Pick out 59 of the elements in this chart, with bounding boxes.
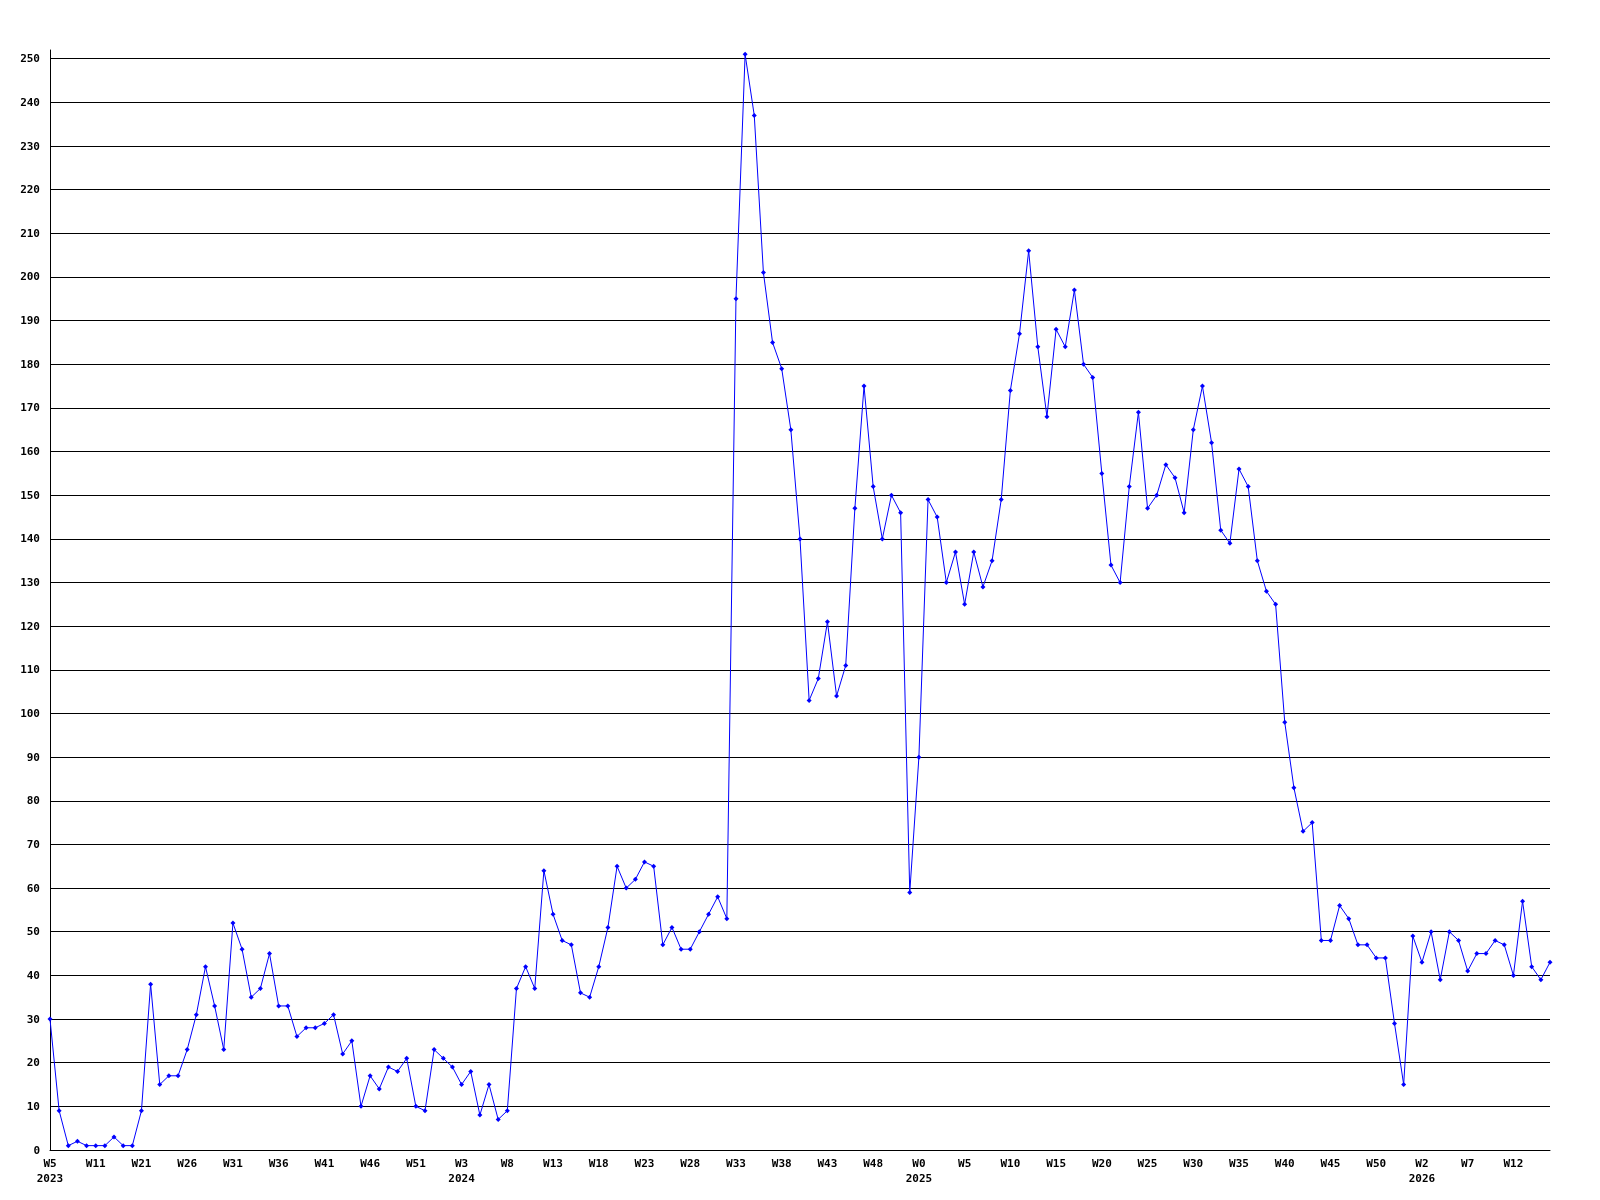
- y-tick-label: 160: [20, 445, 40, 459]
- y-tick-label: 50: [26, 925, 40, 939]
- y-tick-label: 240: [20, 95, 40, 109]
- y-tick-label: 0: [33, 1143, 40, 1157]
- x-tick-label: W21: [131, 1157, 152, 1170]
- x-tick-label: W31: [222, 1157, 244, 1170]
- y-tick-label: 150: [20, 488, 40, 502]
- y-tick-label: 180: [20, 357, 40, 371]
- x-tick-label: W46: [360, 1157, 381, 1170]
- y-tick-label: 230: [20, 139, 40, 153]
- y-tick-label: 220: [20, 183, 40, 197]
- y-tick-label: 20: [26, 1056, 40, 1070]
- y-tick-label: 200: [20, 270, 40, 284]
- x-tick-label: W41: [314, 1157, 335, 1170]
- x-tick-label: W12: [1503, 1157, 1524, 1170]
- x-tick-label: W0 2025: [905, 1157, 933, 1185]
- x-tick-label: W50: [1366, 1157, 1387, 1170]
- x-tick-label: W23: [634, 1157, 655, 1170]
- x-tick-label: W11: [85, 1157, 107, 1170]
- x-tick-label: W3 2024: [448, 1157, 476, 1185]
- y-tick-label: 90: [26, 750, 40, 764]
- x-tick-label: W18: [588, 1157, 609, 1170]
- x-tick-label: W43: [817, 1157, 838, 1170]
- x-tick-label: W36: [268, 1157, 289, 1170]
- x-tick-label: W45: [1320, 1157, 1341, 1170]
- x-tick-label: W51: [405, 1157, 427, 1170]
- x-tick-label: W7: [1461, 1157, 1475, 1170]
- y-tick-label: 140: [20, 532, 40, 546]
- x-tick-label: W33: [726, 1157, 746, 1170]
- x-tick-label: W5: [958, 1157, 972, 1170]
- x-tick-label: W2 2026: [1408, 1157, 1436, 1185]
- y-tick-label: 120: [20, 619, 40, 633]
- x-tick-label: W38: [771, 1157, 792, 1170]
- y-tick-label: 30: [26, 1012, 40, 1026]
- x-tick-label: W28: [680, 1157, 701, 1170]
- x-tick-label: W10: [1000, 1157, 1021, 1170]
- x-tick-label: W30: [1183, 1157, 1204, 1170]
- y-tick-label: 110: [20, 663, 40, 677]
- x-tick-label: W25: [1137, 1157, 1158, 1170]
- y-tick-label: 250: [20, 52, 40, 66]
- x-tick-label: W13: [543, 1157, 563, 1170]
- x-tick-label: W26: [177, 1157, 198, 1170]
- y-tick-label: 130: [20, 576, 40, 590]
- x-tick-label: W40: [1274, 1157, 1295, 1170]
- y-tick-label: 10: [26, 1099, 40, 1113]
- x-tick-label: W8: [500, 1157, 514, 1170]
- y-tick-label: 100: [20, 706, 40, 720]
- y-tick-label: 190: [20, 314, 40, 328]
- x-tick-label: W20: [1091, 1157, 1112, 1170]
- x-tick-label: W48: [863, 1157, 884, 1170]
- x-tick-label: W35: [1229, 1157, 1249, 1170]
- y-tick-label: 170: [20, 401, 40, 415]
- y-tick-label: 40: [26, 968, 40, 982]
- x-tick-label: W5 2023: [36, 1157, 64, 1185]
- y-tick-label: 80: [26, 794, 40, 808]
- y-tick-label: 60: [26, 881, 40, 895]
- y-tick-label: 70: [26, 837, 40, 851]
- y-tick-label: 210: [20, 226, 40, 240]
- x-tick-label: W15: [1046, 1157, 1067, 1170]
